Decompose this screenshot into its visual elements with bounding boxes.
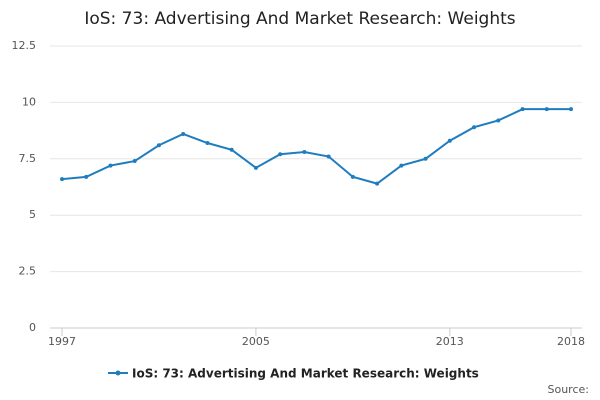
data-point — [156, 143, 161, 148]
y-tick-label: 2.5 — [19, 265, 37, 278]
data-point — [278, 152, 283, 157]
y-tick-label: 5 — [29, 208, 36, 221]
source: Source: — [548, 383, 590, 396]
series-line — [61, 108, 571, 185]
data-point — [375, 181, 380, 186]
data-point — [302, 150, 307, 155]
x-tick-label: 2018 — [557, 335, 585, 348]
data-point — [253, 165, 258, 170]
data-point — [229, 147, 234, 152]
y-tick-label: 0 — [29, 321, 36, 334]
data-point — [399, 163, 404, 168]
y-tick-label: 12.5 — [12, 39, 37, 52]
data-point — [205, 141, 210, 146]
legend-label: IoS: 73: Advertising And Market Research… — [132, 367, 479, 381]
y-tick-label: 7.5 — [19, 152, 37, 165]
data-point — [108, 163, 113, 168]
data-point — [60, 177, 64, 182]
data-point — [520, 107, 525, 112]
data-point — [350, 174, 355, 179]
x-tick-label: 2013 — [436, 335, 464, 348]
y-tick-label: 10 — [22, 95, 36, 108]
data-point — [132, 159, 137, 164]
x-tick-label: 2005 — [242, 335, 270, 348]
x-tick-label: 1997 — [48, 335, 76, 348]
data-point — [84, 174, 89, 179]
data-point — [326, 154, 331, 159]
data-point — [496, 118, 501, 123]
legend-marker — [115, 370, 121, 376]
data-point — [181, 131, 186, 136]
chart-title: IoS: 73: Advertising And Market Research… — [84, 9, 515, 29]
data-point — [544, 107, 549, 112]
data-point — [423, 156, 428, 161]
data-point — [447, 138, 452, 143]
data-point — [569, 107, 573, 112]
data-point — [472, 125, 477, 130]
